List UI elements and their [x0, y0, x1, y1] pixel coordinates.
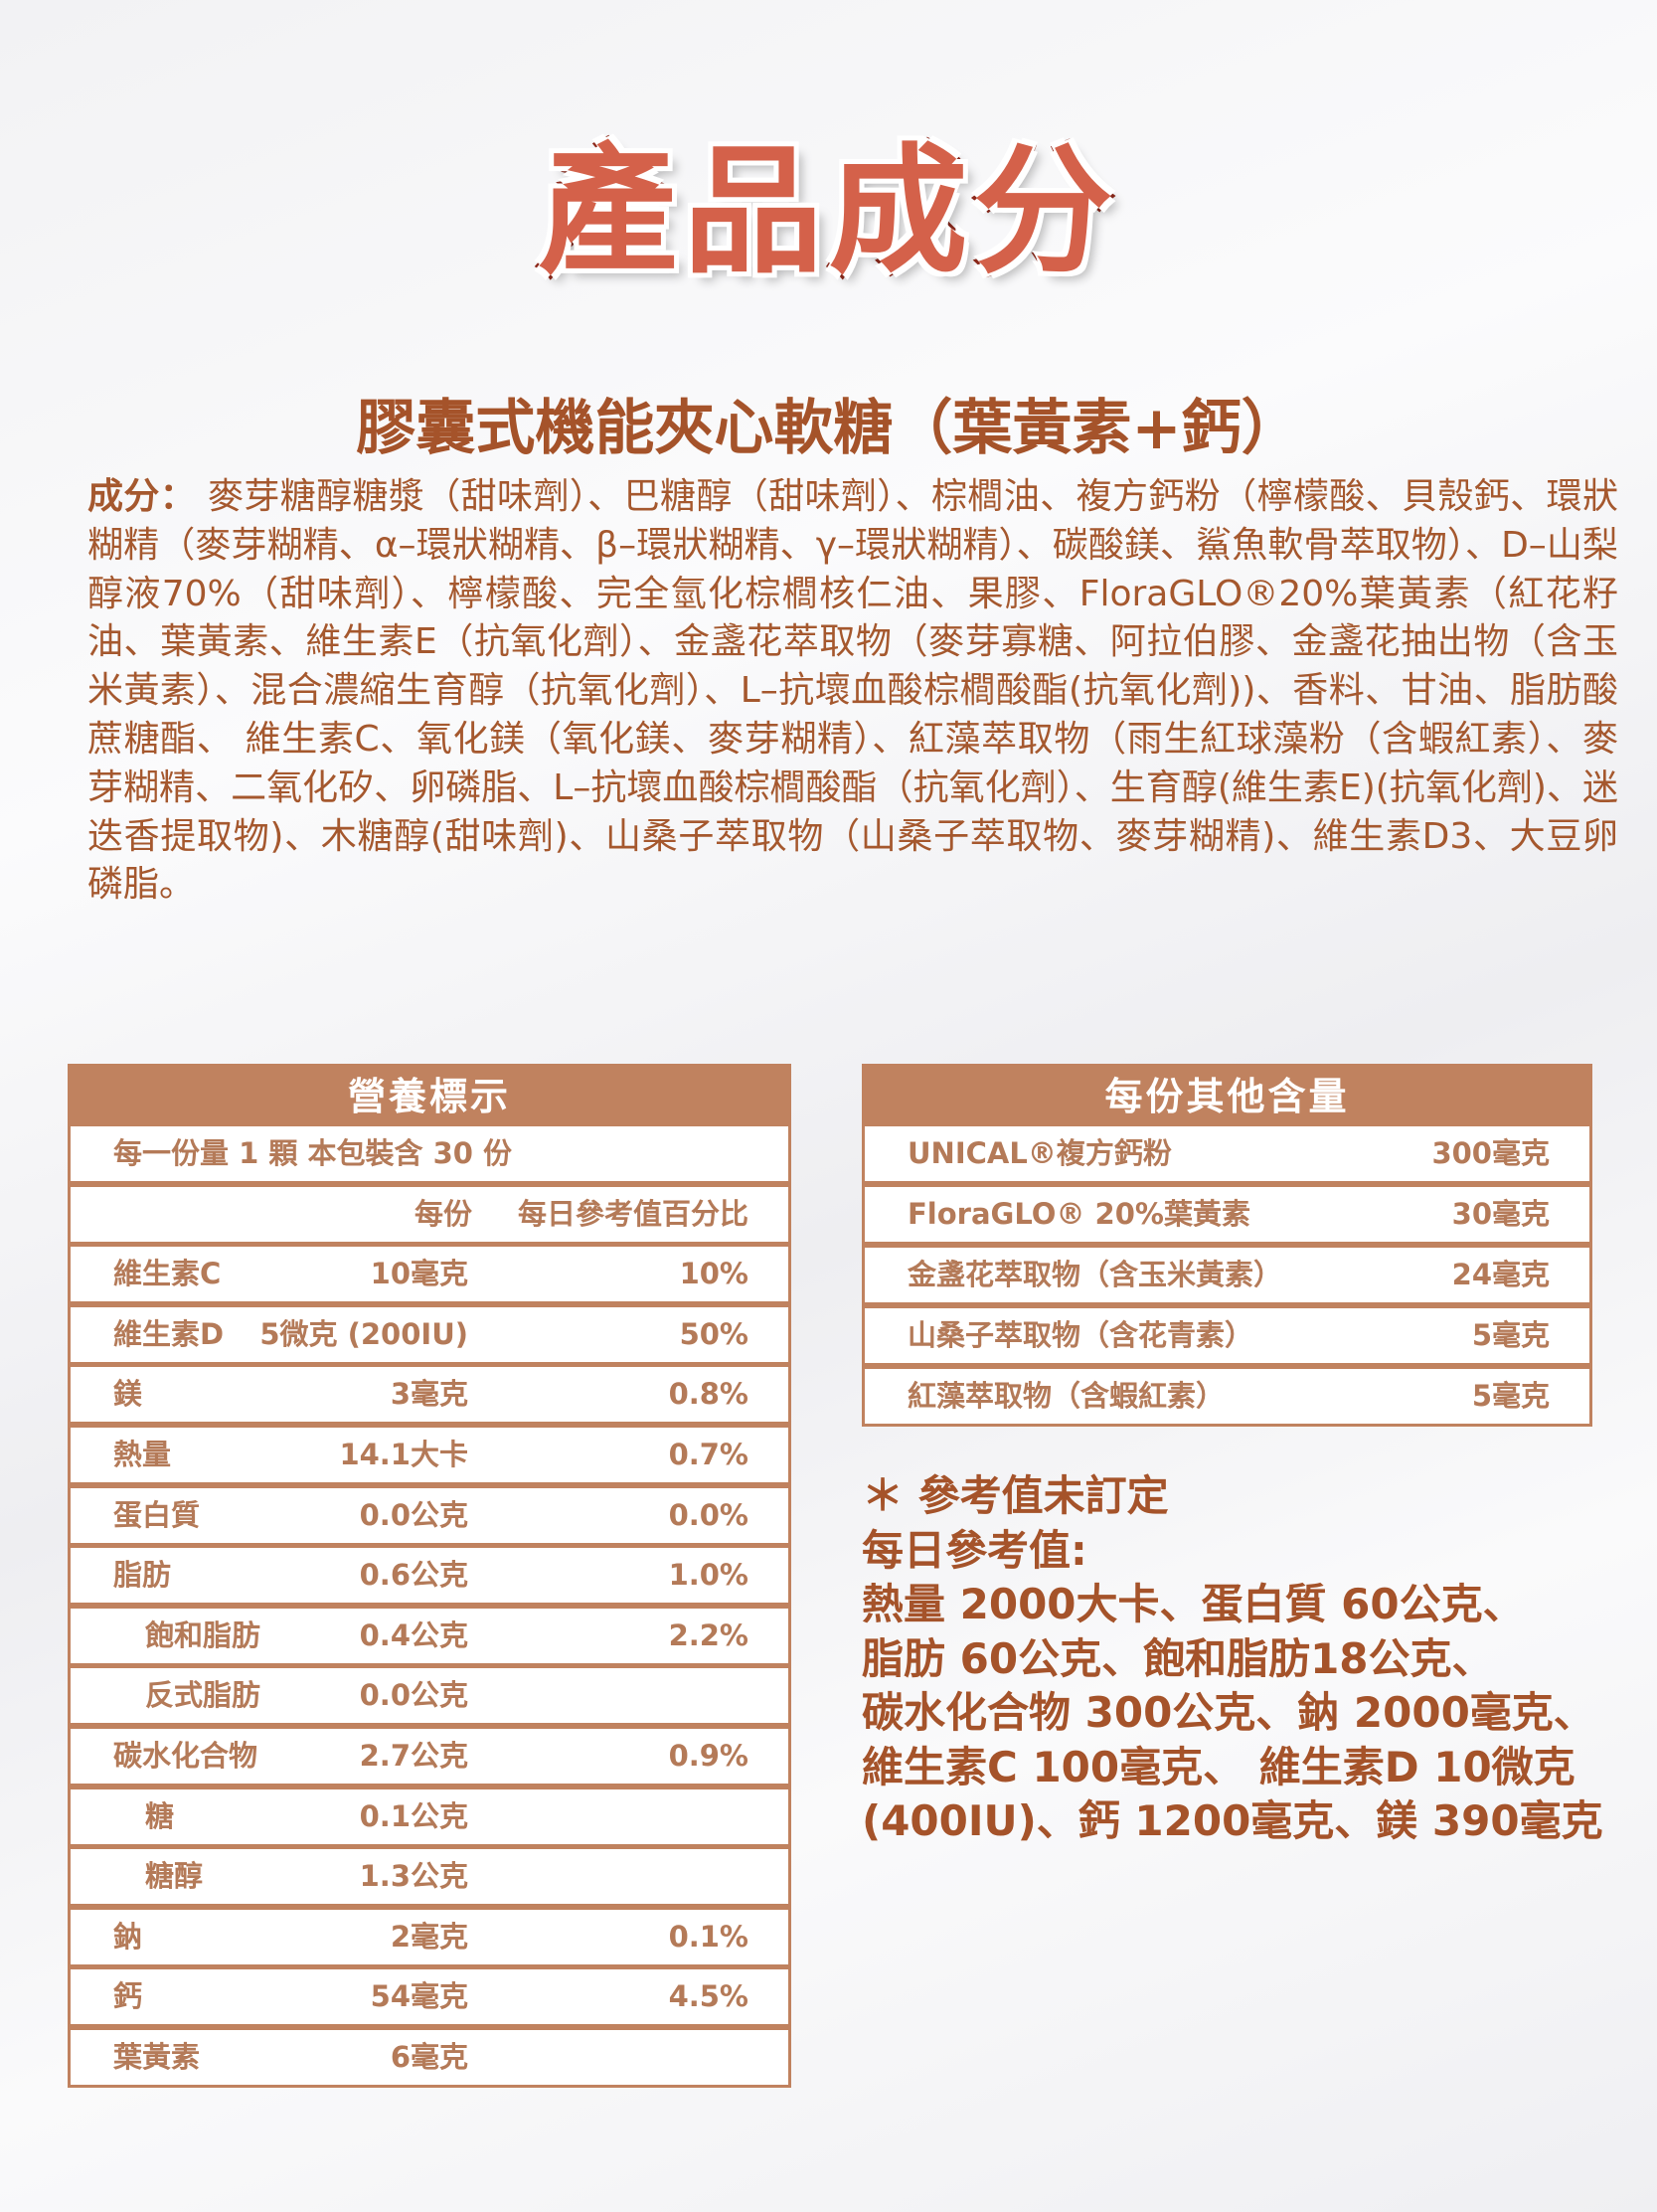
other-content-row: FloraGLO® 20%葉黃素 30毫克	[865, 1187, 1589, 1242]
ingredients-text: 成分： 麥芽糖醇糖漿（甜味劑）、巴糖醇（甜味劑）、棕櫚油、複方鈣粉（檸檬酸、貝殼…	[87, 473, 1618, 910]
nutrient-amount: 14.1大卡	[339, 1437, 468, 1471]
content-amount: 24毫克	[1451, 1258, 1550, 1291]
column-header-row: 每份 每日參考值百分比	[71, 1186, 788, 1242]
content-name: FloraGLO® 20%葉黃素	[908, 1197, 1250, 1231]
nutrient-row: 熱量 14.1大卡 0.7%	[71, 1427, 788, 1482]
nutrient-name: 蛋白質	[113, 1497, 201, 1532]
nutrition-table-title: 營養標示	[347, 1075, 511, 1118]
nutrition-table: 營養標示 每一份量 1 顆 本包裝含 30 份 每份 每日參考值百分比 維生素C…	[68, 1064, 791, 2088]
nutrient-daily-value: 2.2%	[668, 1617, 748, 1652]
nutrient-amount: 2.7公克	[359, 1738, 468, 1773]
product-name: 膠囊式機能夾心軟糖（葉黃素+鈣）	[356, 394, 1301, 463]
nutrient-row: 糖 0.1公克	[71, 1788, 788, 1844]
content-amount: 5毫克	[1471, 1379, 1550, 1413]
nutrient-amount: 10毫克	[370, 1257, 468, 1291]
nutrient-name: 鎂	[113, 1377, 143, 1412]
ingredients-label: 成分：	[87, 476, 197, 517]
other-content-row: 山桑子萃取物（含花青素） 5毫克	[865, 1308, 1589, 1363]
nutrient-row: 碳水化合物 2.7公克 0.9%	[71, 1728, 788, 1784]
nutrient-amount: 2毫克	[390, 1919, 468, 1954]
ingredients-list: 麥芽糖醇糖漿（甜味劑）、巴糖醇（甜味劑）、棕櫚油、複方鈣粉（檸檬酸、貝殼鈣、環狀…	[87, 476, 1618, 906]
nutrient-name: 碳水化合物	[113, 1738, 258, 1773]
nutrient-row: 維生素C 10毫克 10%	[71, 1247, 788, 1302]
nutrient-daily-value: 0.8%	[668, 1377, 748, 1412]
nutrient-name: 鈉	[113, 1919, 143, 1954]
content-name: UNICAL®複方鈣粉	[908, 1136, 1172, 1170]
note-line: 維生素C 100毫克、 維生素D 10微克	[862, 1742, 1575, 1791]
note-line: 碳水化合物 300公克、鈉 2000毫克、	[862, 1688, 1595, 1737]
nutrient-amount: 0.1公克	[359, 1798, 468, 1833]
nutrient-row: 維生素D 5微克 (200IU) 50%	[71, 1306, 788, 1362]
other-content-row: 金盞花萃取物（含玉米黃素） 24毫克	[865, 1248, 1589, 1302]
other-table-title: 每份其他含量	[1104, 1075, 1350, 1118]
content-name: 金盞花萃取物（含玉米黃素）	[908, 1258, 1283, 1291]
nutrient-daily-value: 50%	[679, 1316, 748, 1351]
page-title: 產品成分	[535, 128, 1119, 296]
other-content-row: UNICAL®複方鈣粉 300毫克	[865, 1126, 1589, 1181]
nutrient-amount: 0.0公克	[359, 1678, 468, 1713]
content-name: 山桑子萃取物（含花青素）	[908, 1318, 1254, 1352]
nutrient-row: 反式脂肪 0.0公克	[71, 1668, 788, 1724]
nutrient-name: 糖醇	[145, 1859, 204, 1894]
nutrient-daily-value: 4.5%	[668, 1979, 748, 2014]
note-line: ＊ 參考值未訂定	[862, 1471, 1169, 1520]
nutrient-name: 維生素D	[113, 1316, 225, 1351]
nutrient-daily-value: 0.0%	[668, 1497, 748, 1532]
serving-info: 每一份量 1 顆 本包裝含 30 份	[113, 1136, 513, 1170]
nutrient-daily-value: 10%	[679, 1257, 748, 1291]
nutrient-name: 糖	[145, 1798, 175, 1833]
nutrient-name: 飽和脂肪	[145, 1617, 261, 1652]
nutrient-name: 反式脂肪	[145, 1678, 261, 1713]
nutrient-amount: 6毫克	[390, 2039, 468, 2074]
reference-notes: ＊ 參考值未訂定 每日參考值: 熱量 2000大卡、蛋白質 60公克、 脂肪 60公克…	[862, 1469, 1617, 1849]
nutrient-row: 糖醇 1.3公克	[71, 1849, 788, 1905]
nutrient-name: 鈣	[113, 1979, 143, 2014]
nutrient-name: 葉黃素	[113, 2039, 201, 2074]
nutrient-amount: 0.6公克	[359, 1558, 468, 1593]
nutrient-daily-value: 0.9%	[668, 1738, 748, 1773]
nutrient-row: 飽和脂肪 0.4公克 2.2%	[71, 1608, 788, 1663]
nutrient-amount: 0.4公克	[359, 1617, 468, 1652]
note-line: 每日參考值:	[862, 1525, 1087, 1575]
nutrient-amount: 5微克 (200IU)	[259, 1316, 468, 1351]
col-daily-value: 每日參考值百分比	[517, 1196, 748, 1231]
content-amount: 300毫克	[1431, 1136, 1550, 1170]
note-line: 脂肪 60公克、飽和脂肪18公克、	[862, 1633, 1494, 1683]
nutrient-amount: 1.3公克	[359, 1859, 468, 1894]
nutrient-daily-value: 0.1%	[668, 1919, 748, 1954]
nutrient-daily-value: 1.0%	[668, 1558, 748, 1593]
content-amount: 30毫克	[1451, 1197, 1550, 1231]
nutrient-row: 鈉 2毫克 0.1%	[71, 1909, 788, 1964]
nutrient-name: 維生素C	[113, 1257, 222, 1291]
nutrient-row: 葉黃素 6毫克	[71, 2029, 788, 2085]
nutrient-amount: 0.0公克	[359, 1497, 468, 1532]
nutrient-row: 脂肪 0.6公克 1.0%	[71, 1548, 788, 1604]
content-name: 紅藻萃取物（含蝦紅素）	[908, 1379, 1226, 1413]
nutrient-row: 鈣 54毫克 4.5%	[71, 1969, 788, 2025]
nutrient-name: 熱量	[113, 1437, 172, 1471]
other-content-table: 每份其他含量 UNICAL®複方鈣粉 300毫克 FloraGLO® 20%葉黃素…	[862, 1064, 1592, 1427]
other-content-row: 紅藻萃取物（含蝦紅素） 5毫克	[865, 1369, 1589, 1424]
nutrient-row: 蛋白質 0.0公克 0.0%	[71, 1487, 788, 1543]
nutrient-amount: 3毫克	[390, 1377, 468, 1412]
nutrient-row: 鎂 3毫克 0.8%	[71, 1367, 788, 1423]
nutrient-daily-value: 0.7%	[668, 1437, 748, 1471]
note-line: (400IU)、鈣 1200毫克、鎂 390毫克	[862, 1796, 1603, 1845]
nutrient-name: 脂肪	[113, 1558, 172, 1593]
content-amount: 5毫克	[1471, 1318, 1550, 1352]
nutrient-amount: 54毫克	[370, 1979, 468, 2014]
col-per-serving: 每份	[414, 1196, 472, 1231]
note-line: 熱量 2000大卡、蛋白質 60公克、	[862, 1580, 1525, 1628]
serving-row: 每一份量 1 顆 本包裝含 30 份	[71, 1126, 788, 1181]
